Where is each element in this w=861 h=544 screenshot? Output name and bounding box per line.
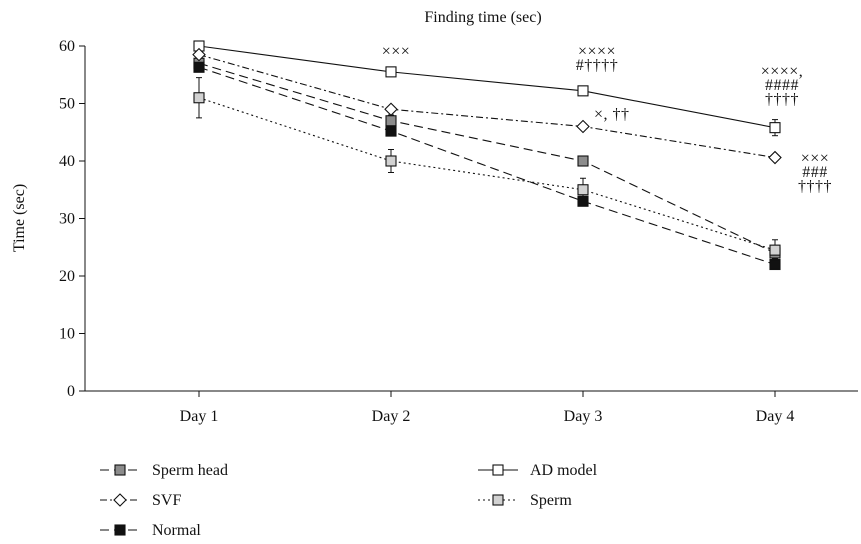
data-point-svf	[576, 119, 590, 134]
data-point-svf	[192, 47, 206, 62]
significance-annotation: ×, ††	[594, 106, 630, 123]
data-point-svf	[384, 102, 398, 117]
series-line-sperm-head	[198, 62, 776, 254]
data-point-normal	[385, 125, 397, 137]
legend-label-ad-model: AD model	[530, 462, 598, 479]
legend-marker-sperm	[492, 494, 504, 506]
significance-annotation: ×××	[801, 150, 830, 167]
legend-marker-ad-model	[492, 464, 504, 476]
y-tick-label: 50	[59, 96, 75, 113]
legend-label-sperm-head: Sperm head	[152, 462, 228, 479]
legend-marker-sperm-head	[114, 464, 126, 476]
y-tick-label: 40	[59, 153, 75, 170]
data-point-sperm-head	[577, 155, 589, 167]
significance-annotation: ×××	[382, 43, 411, 60]
significance-annotation: ###	[802, 164, 828, 181]
significance-annotation: ††††	[798, 178, 832, 195]
legend: Sperm head AD model SVF Sperm Normal	[100, 462, 598, 539]
significance-annotations: ××× ××××#††††×, ††××××,####††††×××###††††	[382, 43, 832, 195]
series-line-ad-model	[198, 45, 776, 129]
x-tick-label: Day 3	[564, 408, 603, 425]
data-point-sperm	[193, 92, 205, 104]
x-tick-label: Day 4	[756, 408, 795, 425]
y-tick-label: 20	[59, 268, 75, 285]
significance-annotation: ××××,	[761, 63, 804, 80]
chart-title: Finding time (sec)	[424, 9, 541, 26]
y-tick-label: 60	[59, 38, 75, 55]
data-point-sperm	[577, 184, 589, 196]
series-line-sperm	[198, 97, 776, 251]
y-tick-label: 10	[59, 326, 75, 343]
series-lines	[198, 45, 776, 266]
x-tick-label: Day 2	[372, 408, 411, 425]
data-point-sperm	[769, 244, 781, 256]
data-markers	[192, 40, 782, 271]
x-tick-label: Day 1	[180, 408, 219, 425]
axes: 0 10 20 30 40 50 60 Day 1 Day 2 Day 3 Day 4	[59, 38, 858, 425]
legend-label-normal: Normal	[152, 522, 201, 539]
legend-label-svf: SVF	[152, 492, 181, 509]
data-point-svf	[768, 150, 782, 165]
y-tick-label: 0	[67, 383, 75, 400]
data-point-normal	[577, 195, 589, 207]
data-point-sperm-head	[385, 115, 397, 127]
significance-annotation: #††††	[576, 57, 619, 74]
legend-label-sperm: Sperm	[530, 492, 572, 509]
legend-marker-svf	[113, 493, 127, 507]
legend-marker-normal	[114, 524, 126, 536]
y-axis-label: Time (sec)	[11, 184, 28, 252]
significance-annotation: ××××	[578, 43, 616, 60]
data-point-ad-model	[769, 122, 781, 134]
data-point-sperm	[385, 155, 397, 167]
data-point-ad-model	[577, 85, 589, 97]
data-point-normal	[769, 258, 781, 271]
series-line-svf	[198, 54, 776, 159]
y-tick-label: 30	[59, 211, 75, 228]
significance-annotation: ####	[765, 77, 799, 94]
error-bars	[196, 51, 778, 269]
data-point-normal	[193, 61, 205, 73]
data-point-ad-model	[385, 66, 397, 78]
significance-annotation: ††††	[765, 91, 799, 108]
series-line-normal	[198, 66, 776, 266]
